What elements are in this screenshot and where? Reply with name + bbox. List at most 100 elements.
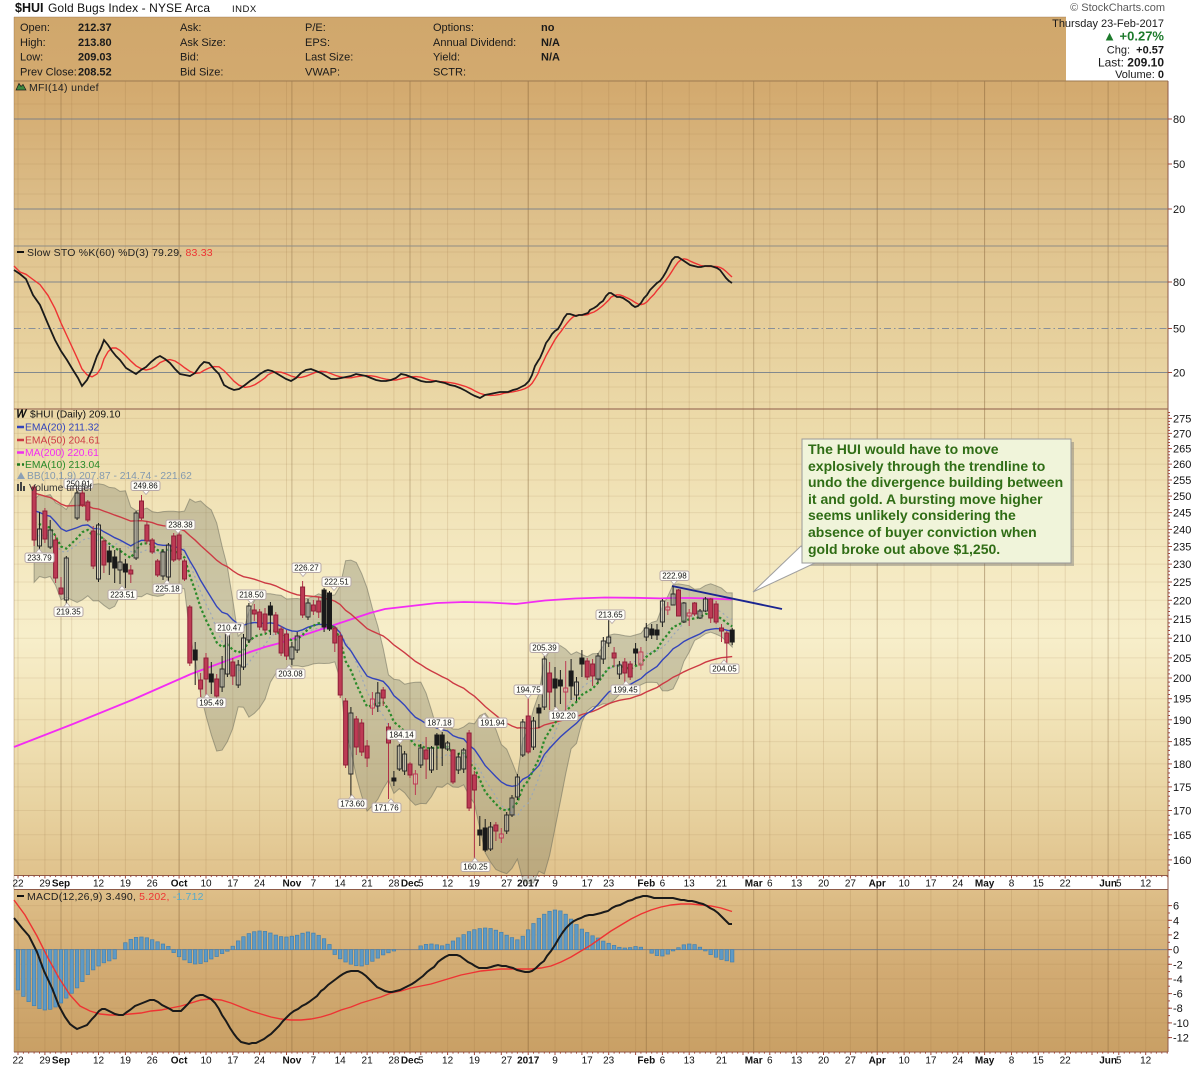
svg-text:6: 6	[767, 879, 773, 890]
svg-text:200: 200	[1173, 673, 1191, 685]
svg-text:Mar: Mar	[745, 879, 763, 890]
svg-text:BB(10,1.9) 207.87 - 214.74 - 2: BB(10,1.9) 207.87 - 214.74 - 221.62	[27, 471, 192, 482]
svg-text:205.39: 205.39	[532, 644, 557, 653]
svg-text:195: 195	[1173, 694, 1191, 706]
svg-text:Feb: Feb	[637, 879, 655, 890]
svg-text:12: 12	[442, 879, 454, 890]
svg-text:19: 19	[469, 1056, 481, 1067]
svg-text:EPS:: EPS:	[305, 37, 330, 49]
svg-text:2: 2	[1173, 930, 1179, 942]
svg-text:226.27: 226.27	[294, 564, 319, 573]
svg-text:235: 235	[1173, 542, 1191, 554]
svg-text:20: 20	[1173, 368, 1185, 380]
svg-text:191.94: 191.94	[480, 719, 505, 728]
svg-text:160: 160	[1173, 855, 1191, 867]
svg-text:9: 9	[552, 1056, 558, 1067]
svg-text:212.37: 212.37	[78, 22, 112, 34]
svg-text:Gold Bugs Index - NYSE Arca: Gold Bugs Index - NYSE Arca	[48, 1, 210, 15]
svg-text:no: no	[541, 22, 555, 34]
svg-text:5: 5	[1116, 1056, 1122, 1067]
svg-text:255: 255	[1173, 475, 1191, 487]
svg-text:Ask Size:: Ask Size:	[180, 37, 226, 49]
svg-text:22: 22	[1060, 879, 1072, 890]
svg-text:-12: -12	[1173, 1033, 1189, 1045]
svg-text:170: 170	[1173, 806, 1191, 818]
svg-text:10: 10	[200, 879, 212, 890]
svg-text:22: 22	[12, 879, 24, 890]
svg-text:May: May	[975, 1056, 995, 1067]
svg-text:-4: -4	[1173, 974, 1183, 986]
svg-text:27: 27	[845, 1056, 857, 1067]
svg-text:250: 250	[1173, 491, 1191, 503]
svg-text:$HUI: $HUI	[15, 1, 43, 15]
svg-text:Slow STO %K(60) %D(3) 79.29, 8: Slow STO %K(60) %D(3) 79.29, 83.33	[27, 247, 213, 259]
svg-text:Oct: Oct	[171, 1056, 188, 1067]
svg-text:N/A: N/A	[541, 52, 560, 64]
svg-text:223.51: 223.51	[110, 591, 135, 600]
svg-text:17: 17	[227, 879, 239, 890]
svg-text:Chg: +0.57: Chg: +0.57	[1107, 45, 1164, 57]
svg-text:Sep: Sep	[52, 1056, 70, 1067]
svg-text:12: 12	[93, 879, 105, 890]
svg-text:50: 50	[1173, 159, 1185, 171]
svg-text:undo the divergence building b: undo the divergence building between	[808, 474, 1063, 490]
svg-text:26: 26	[147, 879, 159, 890]
svg-text:219.35: 219.35	[56, 608, 81, 617]
svg-text:240: 240	[1173, 524, 1191, 536]
svg-text:222.51: 222.51	[324, 578, 349, 587]
svg-text:210.47: 210.47	[217, 624, 242, 633]
svg-text:P/E:: P/E:	[305, 22, 326, 34]
svg-text:275: 275	[1173, 413, 1191, 425]
svg-text:it and gold. A bursting move h: it and gold. A bursting move higher	[808, 491, 1043, 507]
svg-text:245: 245	[1173, 508, 1191, 520]
svg-text:250.91: 250.91	[66, 480, 91, 489]
svg-text:10: 10	[200, 1056, 212, 1067]
svg-text:175: 175	[1173, 782, 1191, 794]
svg-text:28: 28	[388, 1056, 400, 1067]
svg-text:absence of buyer conviction wh: absence of buyer conviction when	[808, 524, 1037, 540]
svg-text:17: 17	[582, 879, 594, 890]
svg-text:10: 10	[899, 879, 911, 890]
svg-text:199.45: 199.45	[613, 686, 638, 695]
svg-text:4: 4	[1173, 915, 1179, 927]
svg-text:12: 12	[93, 1056, 105, 1067]
svg-text:Low:: Low:	[20, 52, 43, 64]
svg-text:218.50: 218.50	[239, 591, 264, 600]
svg-text:9: 9	[552, 879, 558, 890]
svg-text:204.05: 204.05	[712, 665, 737, 674]
svg-text:29: 29	[39, 879, 51, 890]
svg-text:Jun: Jun	[1099, 1056, 1117, 1067]
svg-text:10: 10	[899, 1056, 911, 1067]
svg-text:233.79: 233.79	[27, 554, 52, 563]
svg-text:27: 27	[845, 879, 857, 890]
svg-text:EMA(20) 211.32: EMA(20) 211.32	[25, 423, 99, 434]
svg-text:Mar: Mar	[745, 1056, 763, 1067]
svg-text:195.49: 195.49	[199, 699, 224, 708]
svg-text:27: 27	[501, 1056, 513, 1067]
svg-text:21: 21	[716, 1056, 728, 1067]
svg-text:Apr: Apr	[869, 1056, 886, 1067]
svg-text:15: 15	[1033, 1056, 1045, 1067]
svg-text:8: 8	[1009, 879, 1015, 890]
svg-text:15: 15	[1033, 879, 1045, 890]
svg-text:222.98: 222.98	[662, 572, 687, 581]
svg-text:20: 20	[818, 1056, 830, 1067]
svg-text:Oct: Oct	[171, 879, 188, 890]
svg-text:Bid Size:: Bid Size:	[180, 66, 223, 78]
svg-text:230: 230	[1173, 559, 1191, 571]
svg-text:-8: -8	[1173, 1003, 1183, 1015]
svg-text:0: 0	[1173, 945, 1179, 957]
svg-text:Dec: Dec	[401, 1056, 420, 1067]
svg-text:EMA(10) 213.04: EMA(10) 213.04	[25, 460, 100, 471]
svg-text:208.52: 208.52	[78, 66, 112, 78]
svg-text:19: 19	[469, 879, 481, 890]
svg-text:209.03: 209.03	[78, 52, 112, 64]
svg-text:213.80: 213.80	[78, 37, 112, 49]
svg-text:Thursday 23-Feb-2017: Thursday 23-Feb-2017	[1052, 18, 1164, 30]
svg-text:20: 20	[818, 879, 830, 890]
svg-text:seems unlikely considering the: seems unlikely considering the	[808, 507, 1016, 523]
svg-text:7: 7	[311, 879, 317, 890]
svg-text:225.18: 225.18	[155, 585, 180, 594]
svg-text:24: 24	[952, 1056, 964, 1067]
svg-text:N/A: N/A	[541, 37, 560, 49]
